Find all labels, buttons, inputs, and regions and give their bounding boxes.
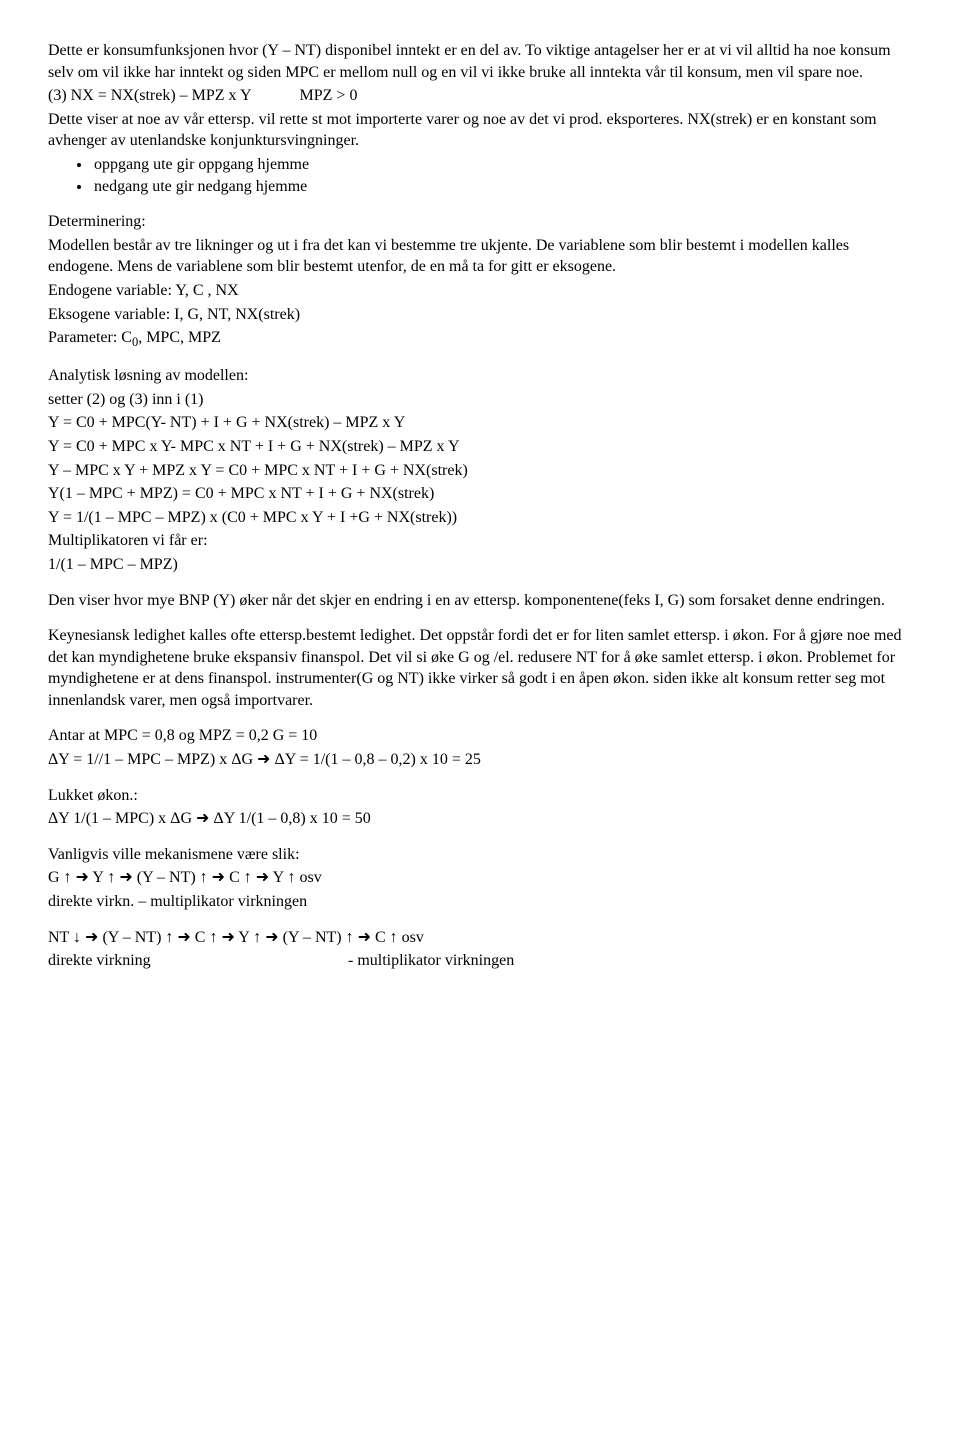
anal-l7: Multiplikatoren vi får er: xyxy=(48,530,912,552)
nt-l1: NT ↓ ➜ (Y – NT) ↑ ➜ C ↑ ➜ Y ↑ ➜ (Y – NT)… xyxy=(48,927,912,949)
keynes-block: Keynesiansk ledighet kalles ofte ettersp… xyxy=(48,625,912,711)
anal-l8: 1/(1 – MPC – MPZ) xyxy=(48,554,912,576)
anal-l5: Y(1 – MPC + MPZ) = C0 + MPC x NT + I + G… xyxy=(48,483,912,505)
eq-3: (3) NX = NX(strek) – MPZ x Y MPZ > 0 xyxy=(48,85,912,107)
antar-l2: ΔY = 1//1 – MPC – MPZ) x ΔG ➜ ΔY = 1/(1 … xyxy=(48,749,912,771)
bnp-text: Den viser hvor mye BNP (Y) øker når det … xyxy=(48,590,912,612)
determinering-block: Determinering: Modellen består av tre li… xyxy=(48,211,912,351)
param-a: Parameter: C xyxy=(48,329,132,346)
keynes-text: Keynesiansk ledighet kalles ofte ettersp… xyxy=(48,625,912,711)
parameter: Parameter: C0, MPC, MPZ xyxy=(48,327,912,351)
determ-text: Modellen består av tre likninger og ut i… xyxy=(48,235,912,278)
eksogene: Eksogene variable: I, G, NT, NX(strek) xyxy=(48,304,912,326)
anal-l3: Y = C0 + MPC x Y- MPC x NT + I + G + NX(… xyxy=(48,436,912,458)
antar-block: Antar at MPC = 0,8 og MPZ = 0,2 G = 10 Δ… xyxy=(48,725,912,770)
nt-l2b: - multiplikator virkningen xyxy=(348,952,514,969)
antar-l1: Antar at MPC = 0,8 og MPZ = 0,2 G = 10 xyxy=(48,725,912,747)
para-intro: Dette er konsumfunksjonen hvor (Y – NT) … xyxy=(48,40,912,83)
anal-l1: setter (2) og (3) inn i (1) xyxy=(48,389,912,411)
mekanisme-block: Vanligvis ville mekanismene være slik: G… xyxy=(48,844,912,913)
para-nx: Dette viser at noe av vår ettersp. vil r… xyxy=(48,109,912,152)
nt-l2: direkte virkning- multiplikator virkning… xyxy=(48,950,912,972)
lukket-l1: Lukket økon.: xyxy=(48,785,912,807)
anal-l6: Y = 1/(1 – MPC – MPZ) x (C0 + MPC x Y + … xyxy=(48,507,912,529)
bnp-block: Den viser hvor mye BNP (Y) øker når det … xyxy=(48,590,912,612)
bullet-1: oppgang ute gir oppgang hjemme xyxy=(92,154,912,176)
nt-l2a: direkte virkning xyxy=(48,950,348,972)
intro-block: Dette er konsumfunksjonen hvor (Y – NT) … xyxy=(48,40,912,197)
analytisk-block: Analytisk løsning av modellen: setter (2… xyxy=(48,365,912,575)
nt-block: NT ↓ ➜ (Y – NT) ↑ ➜ C ↑ ➜ Y ↑ ➜ (Y – NT)… xyxy=(48,927,912,972)
bullet-list: oppgang ute gir oppgang hjemme nedgang u… xyxy=(48,154,912,197)
anal-l4: Y – MPC x Y + MPZ x Y = C0 + MPC x NT + … xyxy=(48,460,912,482)
param-b: , MPC, MPZ xyxy=(138,329,221,346)
determ-heading: Determinering: xyxy=(48,211,912,233)
anal-heading: Analytisk løsning av modellen: xyxy=(48,365,912,387)
endogene: Endogene variable: Y, C , NX xyxy=(48,280,912,302)
mek-l2: G ↑ ➜ Y ↑ ➜ (Y – NT) ↑ ➜ C ↑ ➜ Y ↑ osv xyxy=(48,867,912,889)
anal-l2: Y = C0 + MPC(Y- NT) + I + G + NX(strek) … xyxy=(48,412,912,434)
mek-l1: Vanligvis ville mekanismene være slik: xyxy=(48,844,912,866)
mek-l3: direkte virkn. – multiplikator virkninge… xyxy=(48,891,912,913)
lukket-block: Lukket økon.: ΔY 1/(1 – MPC) x ΔG ➜ ΔY 1… xyxy=(48,785,912,830)
lukket-l2: ΔY 1/(1 – MPC) x ΔG ➜ ΔY 1/(1 – 0,8) x 1… xyxy=(48,808,912,830)
bullet-2: nedgang ute gir nedgang hjemme xyxy=(92,176,912,198)
